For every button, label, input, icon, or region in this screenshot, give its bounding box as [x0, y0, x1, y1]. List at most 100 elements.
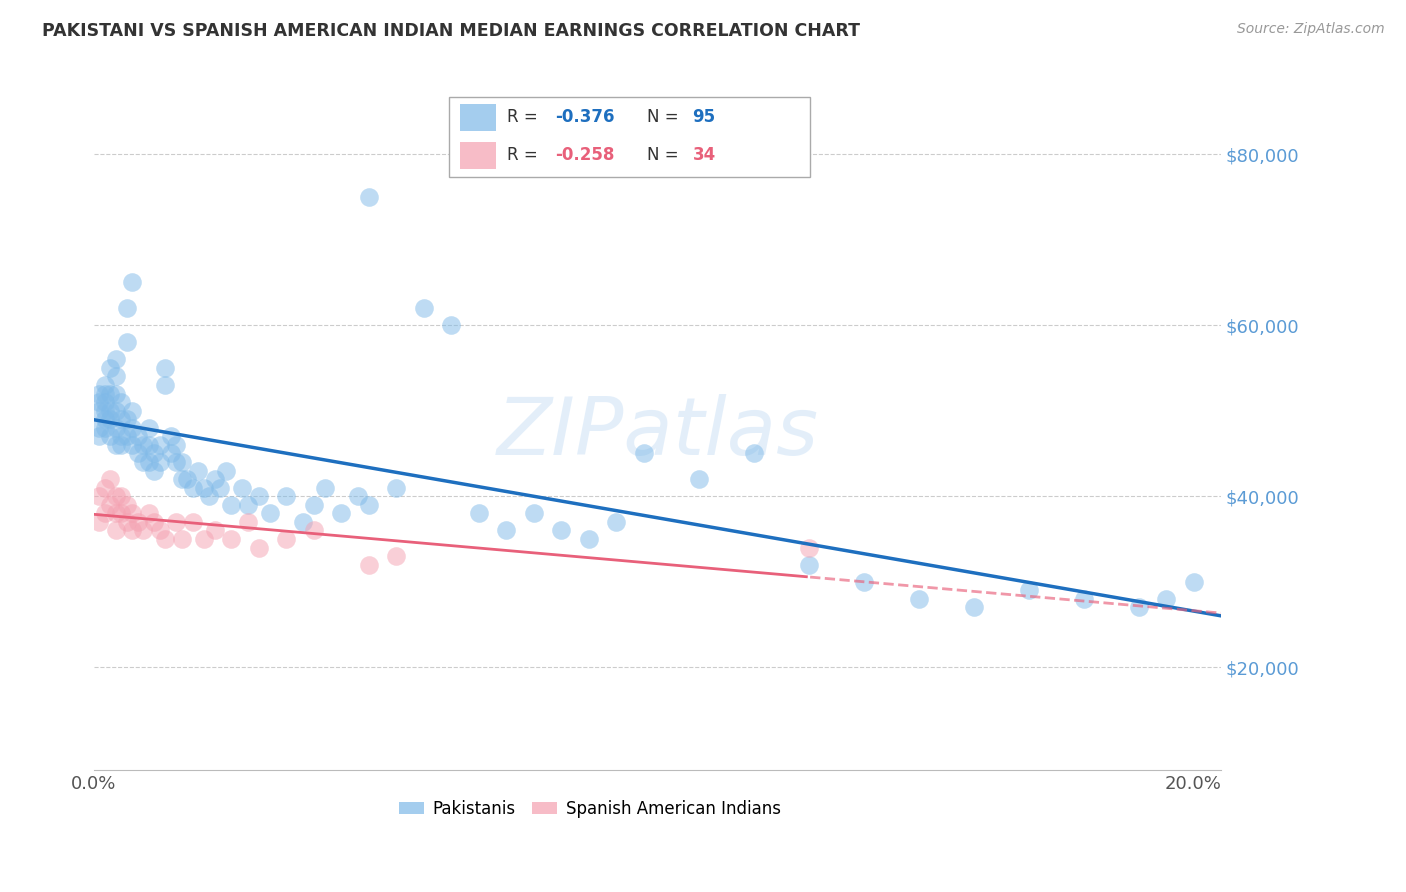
Point	[100, 412, 122, 426]
Point	[155, 360, 177, 375]
Point	[176, 472, 198, 486]
Point	[121, 524, 143, 538]
Point	[100, 429, 122, 443]
Point	[1154, 591, 1177, 606]
Point	[209, 481, 232, 495]
Point	[1182, 574, 1205, 589]
Point	[94, 386, 117, 401]
Point	[468, 507, 491, 521]
Point	[121, 421, 143, 435]
Point	[94, 395, 117, 409]
Point	[94, 378, 117, 392]
Point	[110, 395, 132, 409]
Point	[165, 455, 187, 469]
Point	[1018, 583, 1040, 598]
Point	[852, 574, 875, 589]
Point	[193, 532, 215, 546]
Point	[165, 515, 187, 529]
Point	[155, 532, 177, 546]
Point	[115, 515, 138, 529]
Point	[155, 378, 177, 392]
Point	[236, 498, 259, 512]
Point	[132, 438, 155, 452]
Point	[110, 438, 132, 452]
Point	[104, 524, 127, 538]
Point	[94, 412, 117, 426]
Point	[100, 386, 122, 401]
Point	[633, 446, 655, 460]
Point	[89, 421, 111, 435]
Point	[143, 446, 166, 460]
Point	[160, 429, 183, 443]
Point	[132, 455, 155, 469]
Point	[412, 301, 434, 315]
Point	[385, 549, 408, 563]
Point	[138, 421, 160, 435]
Point	[160, 446, 183, 460]
Point	[121, 507, 143, 521]
Point	[127, 515, 149, 529]
Point	[115, 412, 138, 426]
Point	[198, 489, 221, 503]
Point	[170, 472, 193, 486]
Point	[104, 438, 127, 452]
Point	[357, 190, 380, 204]
Point	[143, 464, 166, 478]
Point	[94, 481, 117, 495]
Point	[907, 591, 929, 606]
Point	[89, 395, 111, 409]
Point	[215, 464, 238, 478]
Legend: Pakistanis, Spanish American Indians: Pakistanis, Spanish American Indians	[392, 794, 787, 825]
Point	[89, 515, 111, 529]
Point	[121, 276, 143, 290]
Point	[149, 524, 172, 538]
Point	[100, 403, 122, 417]
Point	[181, 515, 204, 529]
Point	[149, 438, 172, 452]
Point	[138, 455, 160, 469]
Point	[121, 438, 143, 452]
Point	[138, 438, 160, 452]
Point	[204, 524, 226, 538]
Point	[347, 489, 370, 503]
Point	[94, 507, 117, 521]
Point	[165, 438, 187, 452]
Point	[115, 301, 138, 315]
Point	[104, 489, 127, 503]
Point	[127, 446, 149, 460]
Point	[121, 403, 143, 417]
Point	[291, 515, 314, 529]
Point	[138, 507, 160, 521]
Point	[115, 429, 138, 443]
Point	[204, 472, 226, 486]
Text: Source: ZipAtlas.com: Source: ZipAtlas.com	[1237, 22, 1385, 37]
Point	[550, 524, 572, 538]
Point	[104, 507, 127, 521]
Point	[276, 532, 298, 546]
Point	[330, 507, 353, 521]
Point	[127, 429, 149, 443]
Point	[259, 507, 281, 521]
Point	[797, 541, 820, 555]
Point	[181, 481, 204, 495]
Point	[1128, 600, 1150, 615]
Point	[170, 455, 193, 469]
Point	[115, 335, 138, 350]
Point	[143, 515, 166, 529]
Point	[104, 386, 127, 401]
Point	[89, 403, 111, 417]
Point	[221, 498, 243, 512]
Point	[578, 532, 600, 546]
Text: PAKISTANI VS SPANISH AMERICAN INDIAN MEDIAN EARNINGS CORRELATION CHART: PAKISTANI VS SPANISH AMERICAN INDIAN MED…	[42, 22, 860, 40]
Point	[89, 386, 111, 401]
Point	[193, 481, 215, 495]
Point	[605, 515, 627, 529]
Point	[89, 429, 111, 443]
Point	[231, 481, 253, 495]
Point	[302, 524, 325, 538]
Point	[115, 498, 138, 512]
Point	[94, 421, 117, 435]
Point	[440, 318, 463, 333]
Text: ZIPatlas: ZIPatlas	[496, 394, 818, 472]
Point	[132, 524, 155, 538]
